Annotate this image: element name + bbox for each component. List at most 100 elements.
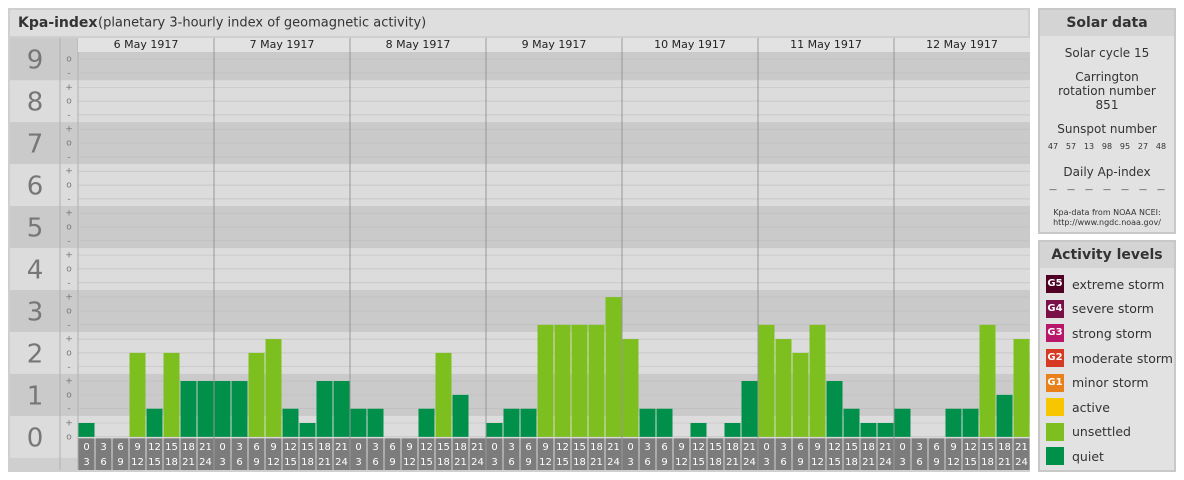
time-label: 9: [661, 457, 667, 468]
legend-entry: G2 moderate storm: [1040, 346, 1174, 371]
day-label: 8 May 1917: [386, 38, 451, 51]
bar: [860, 422, 877, 437]
time-label: 9: [950, 442, 956, 453]
time-label: 21: [862, 457, 875, 468]
time-label: 0: [355, 442, 361, 453]
legend-label: strong storm: [1072, 325, 1152, 341]
time-label: 12: [148, 442, 161, 453]
time-label: 24: [471, 457, 484, 468]
time-label: 12: [131, 457, 144, 468]
time-label: 9: [389, 457, 395, 468]
carrington: Carrington rotation number 851: [1058, 70, 1156, 112]
minor-tick-label: +: [65, 293, 73, 303]
time-box: [248, 438, 265, 470]
time-label: 24: [199, 457, 212, 468]
time-label: 15: [964, 457, 977, 468]
bar: [741, 381, 758, 437]
time-label: 9: [270, 442, 276, 453]
ap-value: —: [1139, 185, 1147, 194]
time-box: [469, 438, 486, 470]
minor-tick-label: +: [65, 335, 73, 345]
time-label: 12: [828, 442, 841, 453]
time-box: [78, 438, 95, 470]
bar: [605, 297, 622, 437]
time-label: 0: [491, 442, 497, 453]
legend-swatch: [1046, 398, 1064, 417]
time-box: [95, 438, 112, 470]
time-label: 9: [253, 457, 259, 468]
minor-tick-label: -: [67, 110, 70, 120]
bar: [282, 408, 299, 437]
time-box: [622, 438, 639, 470]
time-label: 3: [355, 457, 361, 468]
ap-value: —: [1157, 185, 1165, 194]
y-tick-label: 4: [27, 255, 44, 285]
minor-tick-label: +: [65, 125, 73, 135]
time-box: [775, 438, 792, 470]
sunspot-value: 13: [1083, 142, 1095, 151]
time-label: 3: [916, 442, 922, 453]
bar: [299, 422, 316, 437]
legend-label: moderate storm: [1072, 350, 1173, 366]
band: [10, 80, 60, 123]
bar: [265, 339, 282, 437]
time-box: [282, 438, 299, 470]
time-label: 6: [236, 457, 242, 468]
legend-entry: G3 strong storm: [1040, 321, 1174, 346]
bar: [826, 381, 843, 437]
legend-label: severe storm: [1072, 301, 1154, 317]
minor-tick-label: o: [66, 181, 72, 191]
time-label: 18: [590, 442, 603, 453]
time-box: [979, 438, 996, 470]
time-label: 6: [525, 442, 531, 453]
time-label: 12: [947, 457, 960, 468]
time-label: 3: [627, 457, 633, 468]
time-label: 6: [661, 442, 667, 453]
ap-value: —: [1049, 185, 1057, 194]
time-label: 9: [542, 442, 548, 453]
time-label: 21: [1015, 442, 1028, 453]
time-label: 3: [372, 442, 378, 453]
band: [10, 38, 60, 81]
day-label: 9 May 1917: [522, 38, 587, 51]
time-label: 18: [165, 457, 178, 468]
legend-swatch: G5: [1046, 275, 1064, 294]
time-label: 12: [675, 457, 688, 468]
band: [10, 206, 60, 248]
panel-title: Solar data: [1040, 10, 1174, 36]
time-box: [367, 438, 384, 470]
time-label: 15: [845, 442, 858, 453]
time-box: [741, 438, 758, 470]
sunspot-value: 98: [1101, 142, 1113, 151]
time-label: 18: [437, 457, 450, 468]
bar: [758, 324, 775, 437]
bar: [350, 408, 367, 437]
time-box: [163, 438, 180, 470]
time-box: [605, 438, 622, 470]
time-label: 3: [644, 442, 650, 453]
time-label: 18: [862, 442, 875, 453]
time-label: 6: [372, 457, 378, 468]
time-box: [809, 438, 826, 470]
bar: [588, 324, 605, 437]
time-label: 21: [182, 457, 195, 468]
sunspot-value: 48: [1155, 142, 1167, 151]
time-box: [826, 438, 843, 470]
legend-swatch: [1046, 422, 1064, 441]
time-label: 9: [797, 457, 803, 468]
bar: [945, 408, 962, 437]
time-label: 15: [692, 457, 705, 468]
bar: [231, 381, 248, 437]
bar: [486, 422, 503, 437]
time-label: 3: [899, 457, 905, 468]
time-label: 6: [780, 457, 786, 468]
time-box: [571, 438, 588, 470]
minor-tick-label: +: [65, 83, 73, 93]
activity-panel: Activity levels G5 extreme storm G4 severe …: [1038, 240, 1176, 472]
time-box: [758, 438, 775, 470]
bar: [554, 324, 571, 437]
minor-tick-label: -: [67, 68, 70, 78]
day-label: 7 May 1917: [250, 38, 315, 51]
time-label: 3: [508, 442, 514, 453]
minor-tick-label: o: [66, 223, 72, 233]
